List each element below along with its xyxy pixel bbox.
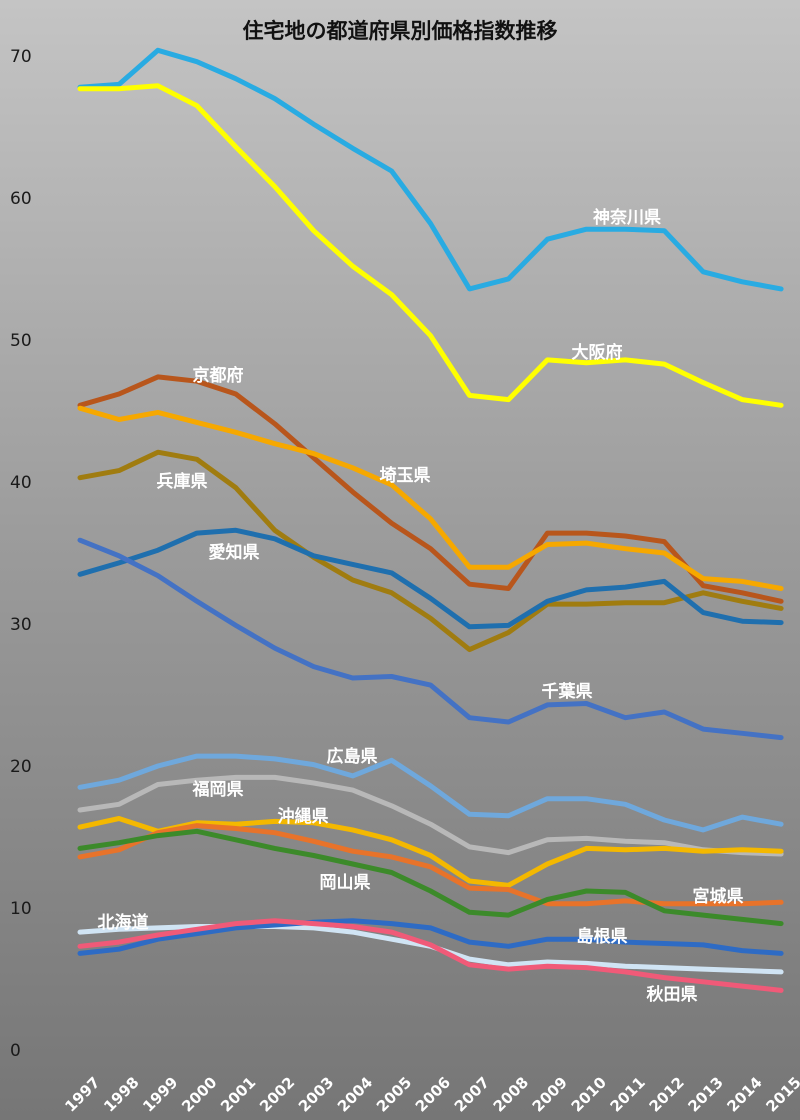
x-tick-label: 2015 bbox=[762, 1073, 800, 1115]
y-tick-label: 70 bbox=[10, 47, 32, 67]
series-label: 兵庫県 bbox=[157, 471, 208, 492]
series-line bbox=[77, 537, 784, 741]
x-tick-label: 1999 bbox=[139, 1073, 181, 1115]
y-tick-label: 0 bbox=[10, 1041, 21, 1061]
x-tick-label: 2006 bbox=[412, 1073, 454, 1115]
series-label: 神奈川県 bbox=[593, 207, 661, 228]
x-tick-label: 2004 bbox=[334, 1073, 376, 1115]
series-label: 大阪府 bbox=[572, 342, 623, 363]
series-line bbox=[77, 774, 784, 857]
series-line bbox=[77, 405, 784, 591]
series-label: 愛知県 bbox=[209, 542, 260, 563]
x-tick-label: 1998 bbox=[100, 1073, 142, 1115]
x-tick-label: 1997 bbox=[61, 1073, 103, 1115]
series-line bbox=[77, 918, 784, 956]
y-tick-label: 60 bbox=[10, 189, 32, 209]
series-label: 千葉県 bbox=[542, 681, 593, 702]
series-line bbox=[77, 83, 784, 408]
series-label: 岡山県 bbox=[320, 873, 371, 893]
series-line bbox=[77, 449, 784, 653]
series-line bbox=[77, 527, 784, 630]
y-tick-label: 30 bbox=[10, 615, 32, 635]
series-line bbox=[77, 816, 784, 888]
series-label: 福岡県 bbox=[192, 779, 244, 800]
series-line bbox=[77, 918, 784, 993]
x-tick-label: 2010 bbox=[568, 1073, 610, 1115]
x-tick-label: 2003 bbox=[295, 1073, 337, 1115]
x-tick-label: 2007 bbox=[451, 1073, 493, 1115]
series-label: 沖縄県 bbox=[278, 806, 329, 827]
y-tick-label: 20 bbox=[10, 757, 32, 777]
series-line bbox=[77, 823, 784, 907]
series-line bbox=[77, 47, 784, 292]
chart-title: 住宅地の都道府県別価格指数推移 bbox=[243, 19, 558, 43]
series-lines bbox=[77, 47, 784, 993]
x-tick-label: 2013 bbox=[685, 1073, 727, 1115]
series-label: 北海道 bbox=[98, 912, 149, 933]
x-tick-label: 2002 bbox=[256, 1073, 298, 1115]
x-tick-label: 2008 bbox=[490, 1073, 532, 1115]
x-tick-label: 2005 bbox=[373, 1073, 415, 1115]
series-label: 京都府 bbox=[193, 365, 244, 386]
x-tick-label: 2012 bbox=[646, 1073, 688, 1115]
series-label: 広島県 bbox=[327, 746, 378, 767]
x-axis: 1997199819992000200120022003200420052006… bbox=[61, 1073, 800, 1115]
series-line bbox=[77, 753, 784, 833]
x-tick-label: 2014 bbox=[723, 1073, 765, 1115]
series-label: 秋田県 bbox=[647, 984, 698, 1005]
y-tick-label: 10 bbox=[10, 899, 32, 919]
series-label: 島根県 bbox=[577, 926, 628, 947]
x-tick-label: 2009 bbox=[529, 1073, 571, 1115]
series-label: 宮城県 bbox=[693, 886, 744, 907]
series-line bbox=[77, 828, 784, 927]
x-tick-label: 2011 bbox=[607, 1073, 649, 1115]
series-label: 埼玉県 bbox=[380, 465, 431, 486]
y-tick-label: 50 bbox=[10, 331, 32, 351]
series-line bbox=[77, 374, 784, 604]
y-tick-label: 40 bbox=[10, 473, 32, 493]
y-axis: 0 10 20 30 40 50 60 70 bbox=[10, 47, 32, 1061]
x-tick-label: 2000 bbox=[178, 1073, 220, 1115]
x-tick-label: 2001 bbox=[217, 1073, 259, 1115]
